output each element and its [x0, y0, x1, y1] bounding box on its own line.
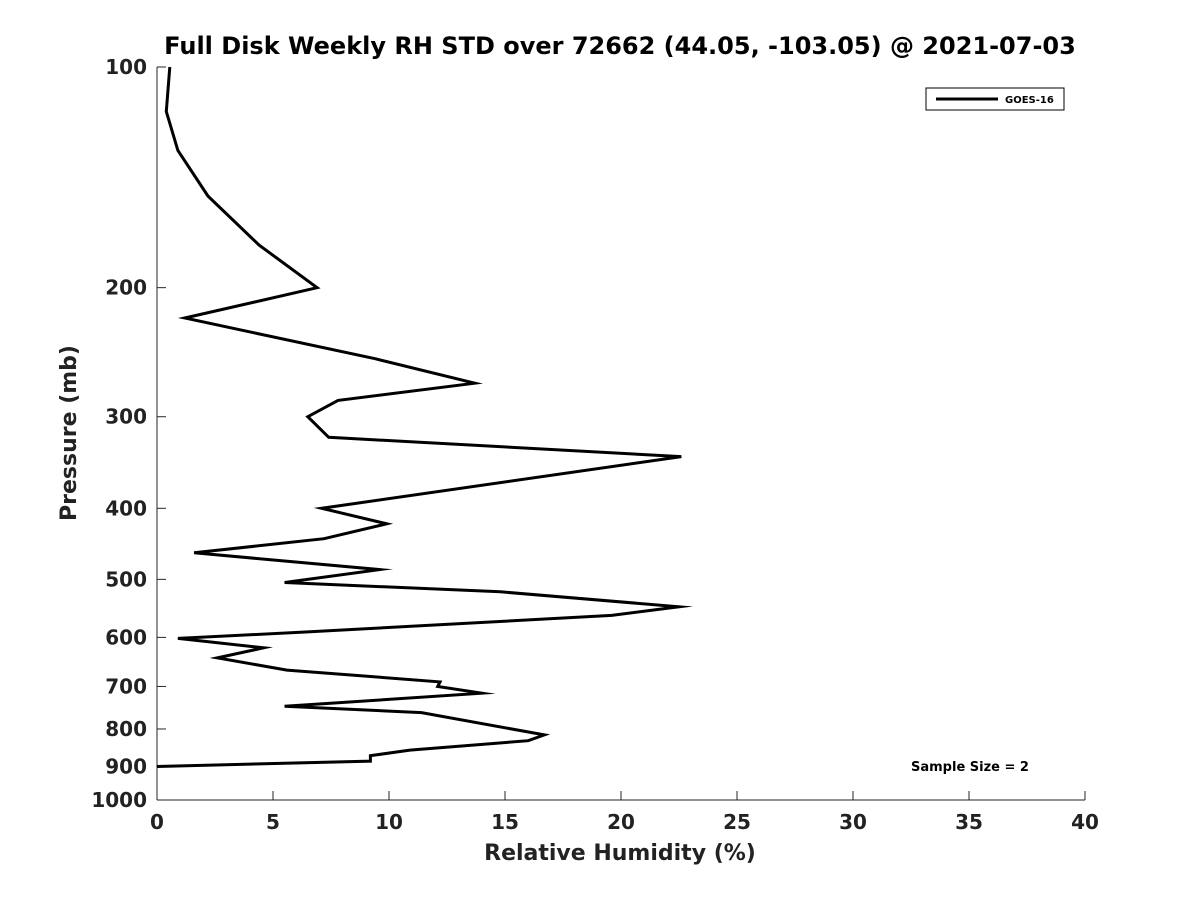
sample-size-annotation: Sample Size = 2	[911, 760, 1029, 775]
x-axis-title: Relative Humidity (%)	[484, 841, 756, 866]
chart-title: Full Disk Weekly RH STD over 72662 (44.0…	[164, 32, 1076, 60]
plot-area	[156, 67, 1085, 801]
y-tick-label: 300	[105, 405, 147, 429]
y-tick-label: 600	[105, 625, 147, 649]
y-tick-label: 400	[105, 496, 147, 520]
x-tick-label: 0	[150, 810, 164, 834]
x-tick-label: 20	[607, 810, 635, 834]
axis-labels: 0 5 10 15 20 25 30 35 40 100 200 300 400 500 600 700 800…	[91, 55, 1099, 834]
y-tick-label: 900	[105, 754, 147, 778]
series-line-goes-16	[156, 66, 694, 768]
legend-entry-label: GOES-16	[1005, 95, 1054, 106]
x-tick-label: 35	[955, 810, 983, 834]
y-axis-title: Pressure (mb)	[57, 345, 82, 521]
series-layer	[156, 66, 694, 768]
axis-ticks	[156, 66, 1086, 801]
x-tick-label: 25	[723, 810, 751, 834]
x-tick-label: 40	[1071, 810, 1099, 834]
y-tick-label: 500	[105, 567, 147, 591]
x-tick-label: 10	[375, 810, 403, 834]
y-tick-label: 200	[105, 276, 147, 300]
y-tick-label: 100	[105, 55, 147, 79]
y-tick-label: 800	[105, 717, 147, 741]
y-tick-label: 1000	[91, 788, 147, 812]
x-tick-label: 5	[266, 810, 280, 834]
x-tick-label: 30	[839, 810, 867, 834]
x-tick-label: 15	[491, 810, 519, 834]
legend: GOES-16	[925, 87, 1065, 111]
y-tick-label: 700	[105, 674, 147, 698]
